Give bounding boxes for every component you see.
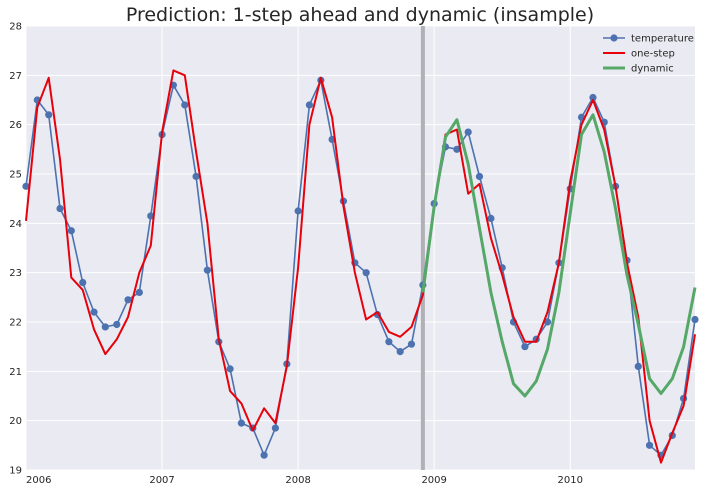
- data-point-temperature: [45, 111, 53, 119]
- data-point-temperature: [645, 441, 654, 449]
- legend-entry-dynamic[interactable]: dynamic: [603, 64, 674, 75]
- x-tick-label: 2010: [558, 475, 583, 486]
- plot-area: [26, 26, 695, 470]
- y-tick-label: 22: [9, 318, 22, 329]
- x-tick-label: 2007: [149, 475, 174, 486]
- series-line-one-step: [25, 69, 696, 464]
- data-point-temperature: [691, 315, 699, 324]
- data-point-temperature: [453, 145, 461, 153]
- series-dynamic: [421, 113, 697, 398]
- y-tick-label: 20: [9, 416, 22, 427]
- data-point-temperature: [271, 424, 279, 432]
- y-tick-label: 26: [9, 120, 22, 131]
- legend-marker-temperature: [610, 34, 618, 42]
- y-tick-label: 25: [9, 170, 22, 181]
- data-point-temperature: [101, 323, 109, 331]
- data-point-temperature: [294, 207, 302, 215]
- legend-entry-temperature[interactable]: temperature: [603, 34, 694, 45]
- y-tick-label: 21: [9, 367, 22, 378]
- data-point-temperature: [464, 128, 472, 136]
- y-tick-label: 28: [9, 22, 22, 33]
- data-point-temperature: [22, 182, 30, 190]
- x-tick-label: 2006: [26, 475, 51, 486]
- data-point-temperature: [362, 269, 370, 277]
- data-point-temperature: [226, 365, 234, 373]
- legend-label-one-step: one-step: [631, 49, 675, 60]
- data-point-temperature: [260, 451, 268, 459]
- legend[interactable]: temperature one-step dynamic: [603, 34, 694, 75]
- data-point-temperature: [475, 172, 484, 181]
- data-point-temperature: [407, 340, 416, 348]
- data-point-temperature: [135, 288, 143, 296]
- y-tick-label: 27: [9, 71, 22, 82]
- legend-label-dynamic: dynamic: [631, 64, 674, 75]
- chart-title: Prediction: 1-step ahead and dynamic (in…: [126, 4, 594, 26]
- data-point-temperature: [203, 266, 211, 274]
- data-point-temperature: [124, 296, 132, 304]
- data-point-temperature: [79, 278, 87, 287]
- data-point-temperature: [634, 362, 642, 370]
- series-layer: [22, 69, 699, 464]
- y-tick-label: 23: [9, 268, 22, 279]
- x-tick-label: 2009: [421, 475, 446, 486]
- tick-labels: 19 20 21 22 23 24 25 26 27 28 2006 2007 2008 2009 2010: [9, 22, 583, 487]
- data-point-temperature: [396, 348, 404, 356]
- data-point-temperature: [113, 320, 121, 329]
- y-tick-label: 19: [9, 466, 22, 477]
- data-point-temperature: [181, 101, 189, 109]
- series-line-dynamic: [421, 113, 697, 398]
- data-point-temperature: [305, 101, 314, 109]
- y-tick-label: 24: [9, 219, 22, 230]
- data-point-temperature: [56, 204, 64, 213]
- data-point-temperature: [589, 93, 597, 102]
- data-point-temperature: [237, 419, 245, 427]
- data-point-temperature: [90, 308, 98, 316]
- series-one-step: [25, 69, 696, 464]
- grid: [25, 25, 695, 471]
- data-point-temperature: [487, 214, 495, 222]
- legend-entry-one-step[interactable]: one-step: [603, 49, 675, 60]
- data-point-temperature: [543, 318, 552, 326]
- data-point-temperature: [67, 227, 75, 235]
- data-point-temperature: [192, 172, 200, 181]
- legend-label-temperature: temperature: [631, 34, 694, 45]
- data-point-temperature: [385, 338, 393, 346]
- x-tick-label: 2008: [285, 475, 310, 486]
- data-point-temperature: [521, 343, 529, 351]
